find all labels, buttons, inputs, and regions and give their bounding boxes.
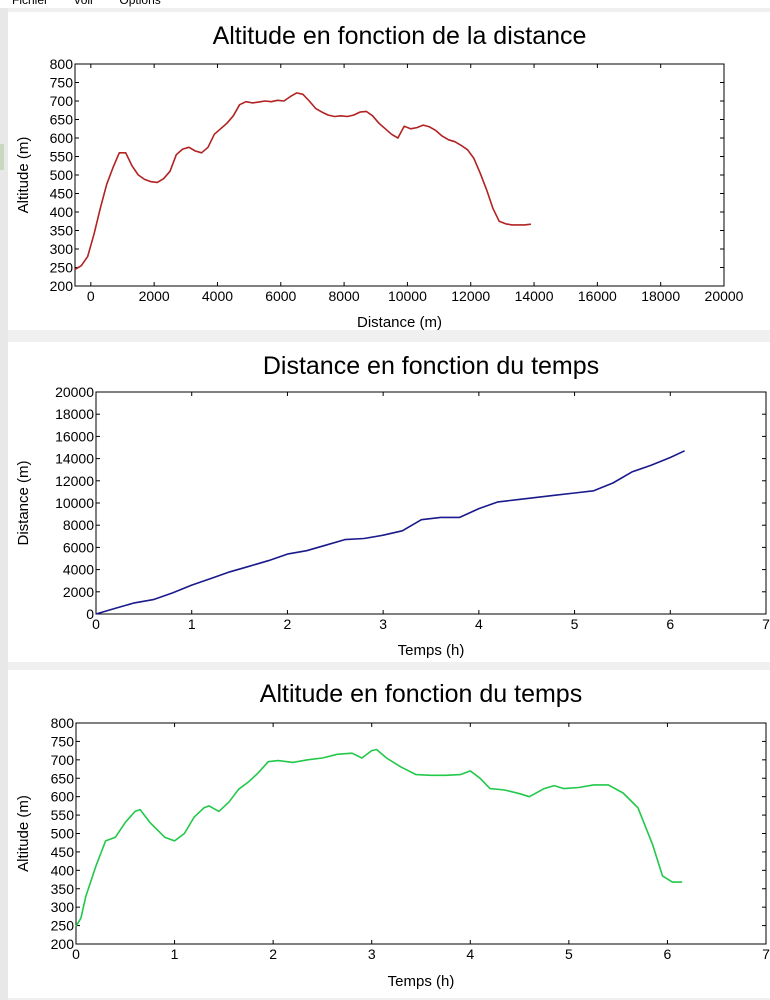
chart1-x-tick-label: 14000	[515, 288, 554, 304]
chart1-y-tick-label: 450	[50, 186, 74, 202]
chart1-title: Altitude en fonction de la distance	[213, 22, 587, 50]
chart2-y-tick-label: 14000	[55, 451, 94, 467]
chart1-x-tick-label: 6000	[265, 288, 296, 304]
altitude-time-chart: Altitude en fonction du temps 0 1 2 3 4 5 6 7 200…	[15, 680, 770, 990]
chart3-y-tick-label: 200	[51, 936, 75, 952]
chart3-y-tick-label: 600	[51, 789, 75, 805]
chart1-y-tick-label: 600	[50, 130, 74, 146]
chart3-y-tick-label: 550	[51, 807, 75, 823]
chart2-y-tick-label: 6000	[63, 539, 94, 555]
chart3-title: Altitude en fonction du temps	[260, 680, 582, 708]
chart1-y-tick-label: 750	[50, 75, 74, 91]
chart1-x-tick-label: 18000	[641, 288, 680, 304]
chart1-x-tick-label: 4000	[202, 288, 233, 304]
chart1-x-tick-label: 8000	[329, 288, 360, 304]
chart1-x-tick-label: 20000	[705, 288, 744, 304]
chart3-y-tick-label: 650	[51, 770, 75, 786]
chart2-series-line	[95, 450, 685, 615]
chart2-plot-area	[95, 391, 767, 615]
chart3-plot-area	[75, 722, 767, 945]
chart1-y-tick-label: 800	[50, 56, 74, 72]
chart1-y-tick-label: 550	[50, 149, 74, 165]
chart1-y-tick-label: 500	[50, 167, 74, 183]
chart3-y-tick-label: 450	[51, 844, 75, 860]
chart3-x-tick-label: 3	[368, 946, 376, 962]
chart2-y-tick-label: 8000	[63, 517, 94, 533]
chart2-y-tick-label: 0	[86, 606, 94, 622]
chart1-plot-area	[74, 63, 725, 287]
chart2-x-axis-label: Temps (h)	[398, 642, 465, 659]
chart3-x-tick-label: 6	[664, 946, 672, 962]
distance-time-chart: Distance en fonction du temps 0 1 2 3 4 5 6 7 0 20…	[15, 352, 770, 659]
chart3-y-tick-label: 800	[51, 715, 75, 731]
chart1-x-axis-label: Distance (m)	[357, 314, 442, 330]
chart2-y-tick-label: 16000	[55, 428, 94, 444]
chart3-y-tick-label: 700	[51, 752, 75, 768]
chart2-x-tick-label: 1	[188, 616, 196, 632]
chart3-y-tick-label: 750	[51, 733, 75, 749]
chart3-x-tick-label: 0	[72, 946, 80, 962]
chart3-x-axis-label: Temps (h)	[388, 973, 455, 990]
chart3-x-tick-label: 5	[565, 946, 573, 962]
window-edge-mark	[0, 144, 4, 170]
chart1-x-tick-label: 2000	[139, 288, 170, 304]
chart1-y-tick-label: 200	[50, 278, 74, 294]
menu-bar: Fichier Voir Options	[0, 0, 770, 8]
chart2-y-tick-label: 4000	[63, 562, 94, 578]
menu-fichier[interactable]: Fichier	[12, 0, 49, 7]
chart1-x-tick-label: 12000	[451, 288, 490, 304]
chart2-x-tick-label: 3	[379, 616, 387, 632]
chart1-y-tick-label: 350	[50, 223, 74, 239]
chart2-y-tick-label: 12000	[55, 473, 94, 489]
chart1-y-tick-label: 250	[50, 260, 74, 276]
chart3-y-tick-label: 250	[51, 918, 75, 934]
chart3-y-tick-label: 500	[51, 826, 75, 842]
chart1-series-line	[74, 92, 531, 271]
chart1-y-tick-label: 300	[50, 241, 74, 257]
chart3-y-tick-label: 300	[51, 899, 75, 915]
window-left-edge	[0, 8, 8, 1000]
chart3-x-tick-label: 7	[762, 946, 770, 962]
chart3-series-line	[75, 748, 683, 927]
chart3-x-tick-label: 4	[466, 946, 474, 962]
chart2-y-tick-label: 10000	[55, 495, 94, 511]
chart1-x-tick-label: 10000	[388, 288, 427, 304]
chart1-x-tick-label: 16000	[578, 288, 617, 304]
chart2-x-tick-label: 6	[666, 616, 674, 632]
chart2-y-tick-label: 18000	[55, 406, 94, 422]
chart2-title: Distance en fonction du temps	[263, 352, 599, 380]
chart1-x-tick-label: 0	[87, 288, 95, 304]
chart2-x-tick-label: 0	[92, 616, 100, 632]
chart3-x-tick-label: 2	[269, 946, 277, 962]
chart2-y-axis-label: Distance (m)	[15, 460, 32, 545]
chart3-y-tick-label: 400	[51, 862, 75, 878]
chart1-y-axis-label: Altitude (m)	[15, 137, 32, 214]
chart2-y-tick-label: 20000	[55, 384, 94, 400]
chart2-x-tick-label: 4	[475, 616, 483, 632]
distance-time-panel: Distance en fonction du temps 0 1 2 3 4 5 6 7 0 20…	[8, 342, 770, 662]
menu-options[interactable]: Options	[119, 0, 161, 7]
chart2-x-tick-label: 2	[284, 616, 292, 632]
altitude-distance-chart: Altitude en fonction de la distance 0 2000…	[15, 22, 744, 330]
chart2-x-tick-label: 5	[571, 616, 579, 632]
chart1-y-tick-label: 650	[50, 112, 74, 128]
altitude-time-panel: Altitude en fonction du temps 0 1 2 3 4 5 6 7 200…	[8, 670, 770, 998]
chart2-y-tick-label: 2000	[63, 584, 94, 600]
altitude-distance-panel: Altitude en fonction de la distance 0 2000…	[8, 12, 770, 330]
chart3-y-tick-label: 350	[51, 881, 75, 897]
chart3-y-axis-label: Altitude (m)	[15, 795, 32, 872]
chart1-y-tick-label: 400	[50, 204, 74, 220]
chart3-x-tick-label: 1	[171, 946, 179, 962]
chart1-y-tick-label: 700	[50, 93, 74, 109]
chart2-x-tick-label: 7	[762, 616, 770, 632]
menu-voir[interactable]: Voir	[73, 0, 95, 7]
